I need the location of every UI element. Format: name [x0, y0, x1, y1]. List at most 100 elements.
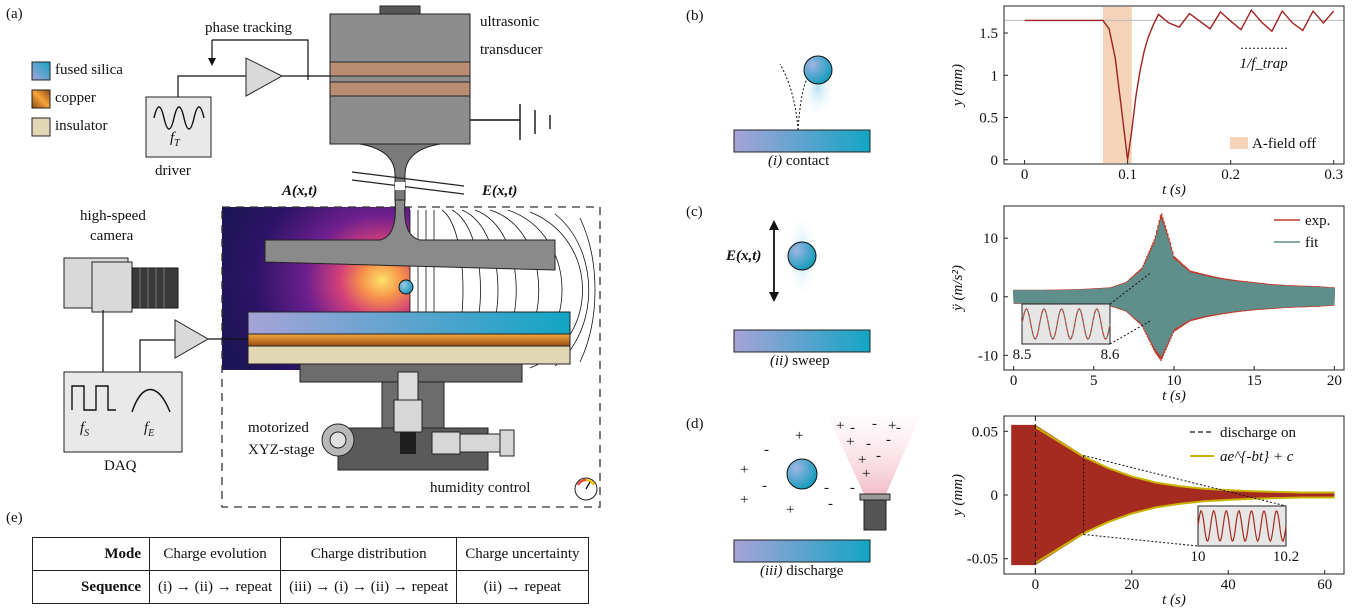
y-axis-label: ÿ (m/s²) — [950, 265, 966, 313]
ground-icon — [470, 104, 551, 140]
x-tick-label: 40 — [1221, 577, 1236, 593]
svg-text:-: - — [866, 436, 871, 452]
fused-silica-plate — [247, 311, 571, 335]
x-tick-label: 15 — [1247, 373, 1262, 389]
ultrasonic-label: ultrasonic — [480, 14, 540, 30]
x-tick-label: 0 — [1021, 167, 1029, 183]
ion-charges: +-+ -++ -- + - - + + - - + -+-- — [740, 416, 901, 518]
table-row: Sequence (i) → (ii) → repeat (iii) → (i)… — [32, 570, 589, 604]
daq-label: DAQ — [104, 458, 137, 474]
svg-text:-: - — [764, 442, 769, 458]
table-cell: (ii) → repeat — [456, 570, 589, 604]
daq-fs-label: fS — [80, 420, 90, 439]
step-sweep-field-label: E(x,t) — [726, 248, 762, 264]
y-tick-label: -0.05 — [967, 552, 998, 568]
x-tick-label: 60 — [1317, 577, 1332, 593]
svg-text:-: - — [850, 420, 855, 436]
y-tick-label: 0.05 — [972, 424, 998, 440]
fit-curve-bottom — [1034, 496, 1335, 564]
table-cell: Charge evolution — [148, 537, 282, 571]
y-tick-label: 0 — [991, 488, 999, 504]
svg-text:+: + — [858, 452, 866, 468]
inset-tick-label: 8.6 — [1101, 347, 1120, 363]
fit-curve-top — [1034, 426, 1335, 494]
y-tick-label: 0 — [991, 290, 999, 306]
annotation-label: 1/f_trap — [1239, 56, 1288, 72]
legend-label: exp. — [1305, 213, 1330, 229]
camera-label-1: high-speed — [80, 208, 146, 224]
y-tick-label: 0.5 — [979, 111, 998, 127]
legend-label-insulator: insulator — [55, 118, 108, 134]
table-cell: Charge distribution — [280, 537, 458, 571]
y-axis-label: y (mm) — [950, 64, 966, 108]
humidity-enclosure — [221, 206, 601, 508]
setup-diagram — [31, 5, 601, 508]
chart-d: t (s) y (mm) 0 20 40 60 -0.05 0 0.05 10 10.2 discha… — [950, 415, 1345, 608]
svg-text:+: + — [740, 492, 748, 508]
phase-tracking-label: phase tracking — [205, 20, 293, 36]
square-wave-icon — [71, 385, 116, 411]
driver-symbol: fT — [170, 130, 180, 149]
y-tick-label: 10 — [983, 231, 998, 247]
chart-b: t (s) y (mm) 0 0.1 0.2 0.3 0 0.5 1 1.5 1/f_trap A-f… — [950, 5, 1345, 198]
inset-series — [1197, 509, 1287, 543]
inset-tick-label: 8.5 — [1013, 347, 1032, 363]
inset-tick-label: 10 — [1191, 549, 1206, 565]
x-tick-label: 0.3 — [1324, 167, 1343, 183]
x-axis-label: t (s) — [1162, 182, 1186, 198]
legend-label-silica: fused silica — [55, 62, 123, 78]
driver-label: driver — [155, 163, 191, 179]
svg-text:-: - — [896, 420, 901, 436]
acoustic-field-label: A(x,t) — [282, 183, 318, 199]
x-axis-label: t (s) — [1162, 592, 1186, 608]
x-tick-label: 20 — [1124, 577, 1139, 593]
x-tick-label: 10 — [1167, 373, 1182, 389]
table-cell: Charge uncertainty — [456, 537, 589, 571]
table-row: Mode Charge evolution Charge distributio… — [32, 537, 589, 571]
legend-swatch — [1230, 137, 1248, 149]
plate-icon — [733, 129, 871, 153]
svg-text:-: - — [886, 432, 891, 448]
insulator-layer — [247, 345, 571, 365]
shaded-region — [1102, 7, 1132, 163]
inset-tick-label: 10.2 — [1273, 549, 1299, 565]
svg-text:-: - — [876, 448, 881, 464]
legend-label: A-field off — [1252, 136, 1316, 152]
inset-connector — [1109, 272, 1151, 305]
svg-text:+: + — [740, 462, 748, 478]
table-header-mode: Mode — [32, 537, 150, 571]
daq-fe-label: fE — [144, 420, 155, 439]
series-fit — [1012, 219, 1336, 357]
legend-label-copper: copper — [55, 90, 96, 106]
svg-text:-: - — [828, 496, 833, 512]
humidity-label: humidity control — [430, 480, 531, 496]
x-tick-label: 20 — [1327, 373, 1342, 389]
legend-swatch-copper — [31, 89, 51, 109]
x-tick-label: 0 — [1032, 577, 1040, 593]
step-contact-label: (i) contact — [768, 153, 830, 169]
ultrasonic-transducer — [329, 13, 471, 145]
y-axis-label: y (mm) — [950, 474, 966, 518]
step-discharge-label: (iii) discharge — [760, 563, 844, 579]
x-tick-label: 5 — [1090, 373, 1098, 389]
stage-label-1: motorized — [248, 420, 309, 436]
levitated-particle — [398, 279, 414, 295]
stage-label-2: XYZ-stage — [248, 442, 315, 458]
legend-swatch-insulator — [31, 117, 51, 137]
step-icons: +-+ -++ -- + - - + + - - + -+-- — [733, 55, 920, 563]
chart-c: t (s) ÿ (m/s²) 0 5 10 15 20 -10 0 10 8.5 8.6 exp. fit — [950, 205, 1345, 404]
inset-series-fit — [1021, 308, 1111, 340]
camera-label-2: camera — [90, 228, 134, 244]
y-tick-label: 0 — [991, 153, 999, 169]
table-cell: (iii) → (i) → (ii) → repeat — [280, 570, 458, 604]
series-line — [1024, 8, 1335, 160]
x-axis-label: t (s) — [1162, 388, 1186, 404]
sequence-table: Mode Charge evolution Charge distributio… — [32, 537, 589, 604]
inset-connector — [1083, 534, 1199, 547]
x-tick-label: 0 — [1010, 373, 1018, 389]
svg-text:-: - — [824, 480, 829, 496]
legend-swatch-silica — [31, 61, 51, 81]
x-tick-label: 0.1 — [1118, 167, 1137, 183]
svg-text:+: + — [862, 466, 870, 482]
particle-icon — [803, 55, 833, 85]
